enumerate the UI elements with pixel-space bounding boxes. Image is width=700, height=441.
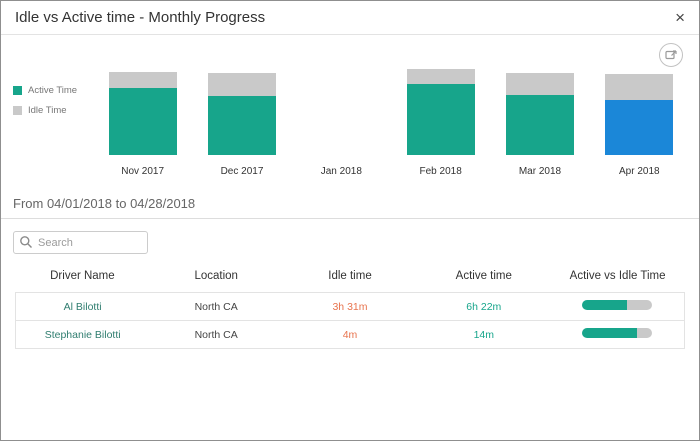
bar-stack <box>505 69 574 155</box>
active-segment <box>406 84 475 155</box>
chart-legend: Active Time Idle Time <box>13 69 93 180</box>
bar-month-feb-2018[interactable]: Feb 2018 <box>391 69 490 180</box>
bar-chart-plot: Nov 2017 Dec 2017 Jan 2018 Feb 2018 Mar 2018… <box>93 69 689 180</box>
drivers-table: Driver Name Location Idle time Active time A… <box>15 262 685 349</box>
bar-stack <box>307 69 375 155</box>
idle-segment <box>605 74 674 100</box>
legend-label-active: Active Time <box>28 85 78 96</box>
divider <box>1 218 699 219</box>
search-box <box>13 231 148 254</box>
close-icon[interactable]: × <box>675 8 685 27</box>
active-time-cell: 6h 22m <box>416 292 551 321</box>
active-portion <box>582 300 628 310</box>
idle-segment <box>207 73 276 96</box>
bar-label: Apr 2018 <box>619 166 660 177</box>
bar-stack <box>207 69 276 155</box>
active-vs-idle-bar <box>582 328 653 338</box>
bar-month-jan-2018[interactable]: Jan 2018 <box>292 69 391 180</box>
active-segment <box>605 100 674 155</box>
bar-stack <box>605 69 674 155</box>
idle-portion <box>636 328 653 338</box>
driver-name-cell[interactable]: Al Bilotti <box>15 292 150 321</box>
idle-portion <box>627 300 653 310</box>
column-header: Idle time <box>328 270 372 282</box>
search-icon <box>20 236 32 248</box>
active-segment <box>108 88 177 155</box>
bar-month-apr-2018[interactable]: Apr 2018 <box>590 69 689 180</box>
search-input[interactable] <box>13 231 148 254</box>
bar-label: Mar 2018 <box>518 166 562 177</box>
bar-stack <box>406 69 475 155</box>
chart-toolbar <box>1 35 699 69</box>
active-time-cell: 14m <box>416 320 551 349</box>
export-icon <box>665 50 677 60</box>
idle-segment <box>406 69 475 84</box>
active-vs-idle-cell <box>550 292 685 321</box>
legend-label-idle: Idle Time <box>28 105 67 116</box>
active-segment <box>505 95 574 155</box>
idle-time-cell: 3h 31m <box>283 292 417 321</box>
active-portion <box>582 328 637 338</box>
legend-item-active: Active Time <box>13 85 93 96</box>
monthly-progress-chart: Active Time Idle Time Nov 2017 Dec 2017 Ja… <box>1 69 699 180</box>
active-segment <box>207 96 276 155</box>
table-row[interactable]: Stephanie Bilotti North CA 4m 14m <box>15 320 685 349</box>
idle-time-cell: 4m <box>283 320 417 349</box>
bar-label: Feb 2018 <box>419 166 462 177</box>
active-time-swatch <box>13 86 22 95</box>
bar-stack <box>108 69 177 155</box>
location-cell: North CA <box>149 292 284 321</box>
column-header: Active time <box>455 270 512 282</box>
bar-month-dec-2017[interactable]: Dec 2017 <box>192 69 291 180</box>
table-row[interactable]: Al Bilotti North CA 3h 31m 6h 22m <box>15 292 685 321</box>
date-range-label: From 04/01/2018 to 04/28/2018 <box>13 196 196 211</box>
column-header: Active vs Idle Time <box>569 270 666 282</box>
export-chart-button[interactable] <box>659 43 683 67</box>
bar-label: Dec 2017 <box>220 166 264 177</box>
bar-label: Jan 2018 <box>320 166 362 177</box>
active-vs-idle-cell <box>550 320 685 349</box>
bar-month-nov-2017[interactable]: Nov 2017 <box>93 69 192 180</box>
page-title: Idle vs Active time - Monthly Progress <box>15 9 266 26</box>
active-vs-idle-bar <box>582 300 653 310</box>
idle-segment <box>505 73 574 95</box>
titlebar: Idle vs Active time - Monthly Progress × <box>1 1 699 35</box>
column-header: Location <box>194 270 238 282</box>
location-cell: North CA <box>149 320 284 349</box>
bar-label: Nov 2017 <box>121 166 165 177</box>
idle-time-swatch <box>13 106 22 115</box>
bar-month-mar-2018[interactable]: Mar 2018 <box>490 69 589 180</box>
column-header: Driver Name <box>50 270 115 282</box>
driver-name-cell[interactable]: Stephanie Bilotti <box>15 320 150 349</box>
table-header-row: Driver Name Location Idle time Active time A… <box>16 262 685 293</box>
idle-segment <box>108 72 177 88</box>
legend-item-idle: Idle Time <box>13 105 93 116</box>
